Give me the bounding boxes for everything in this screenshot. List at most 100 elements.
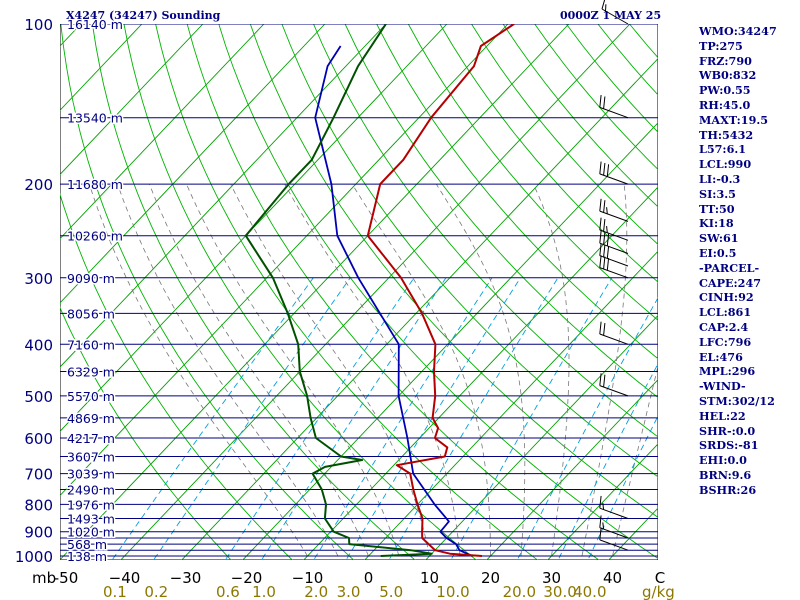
height-label: 8056 m [67,306,115,321]
moist-adiabat-line [612,364,658,557]
dry-adiabat-line [376,24,658,360]
height-label: 5570 m [67,389,115,404]
dry-adiabat-line [60,192,293,560]
dry-adiabat-line [60,24,355,560]
isotherm-line [120,24,631,560]
stability-index-item: TT:50 [699,201,735,216]
mixing-ratio-label: 2.0 [304,583,328,600]
height-label: 138 m [67,549,107,564]
height-label: 7160 m [67,337,115,352]
stability-index-item: SI:3.5 [699,186,736,201]
parcel-trace-line [314,45,473,557]
mixing-ratio-label: 1.0 [252,583,276,600]
stability-index-item: CAP:2.4 [699,319,749,334]
temperature-tick-label: C [655,569,665,587]
height-label: 568 m [67,537,107,552]
sounding-profiles [244,24,515,557]
pressure-tick-label: 300 [24,270,53,288]
stability-index-item: LCL:990 [699,157,752,172]
isotherm-line [486,379,658,560]
isotherm-line [60,24,265,240]
temperature-tick-label: −10 [292,569,324,587]
dry-adiabat-line [313,24,658,438]
stability-index-item: TP:275 [699,38,743,53]
pressure-tick-label: 700 [24,466,53,484]
wind-barb [599,255,629,279]
temperature-tick-label: 20 [481,569,500,587]
temperature-tick-label: -50 [54,569,79,587]
height-label: 4869 m [67,411,115,426]
chart-datetime: 0000Z 1 MAY 25 [560,9,662,22]
mixing-ratio-unit-label: g/kg [642,583,675,600]
stability-index-item: MPL:296 [699,364,756,379]
wind-barb [599,321,629,345]
stability-index-item: HEL:22 [699,408,746,423]
isotherm-line [303,186,658,560]
dry-adiabat-line [281,24,658,478]
pressure-tick-label: 900 [24,524,53,542]
dry-adiabat-line [344,24,658,399]
mixing-ratio-label: 5.0 [379,583,403,600]
height-label: 3039 m [67,467,115,482]
stability-index-item: CAPE:247 [699,275,762,290]
mixing-ratio-line [557,362,658,560]
temperature-line [366,24,515,557]
mixing-ratio-label: 0.2 [144,583,168,600]
stability-index-item: WMO:34247 [699,24,777,38]
wind-barb [601,0,629,25]
dry-adiabat-line [471,24,658,245]
mixing-ratio-label: 10.0 [436,583,469,600]
height-label: 10260 m [67,229,123,244]
isotherm-line [425,314,658,560]
dry-adiabat-line [439,24,658,283]
mixing-ratio-label: 30.0 [543,583,576,600]
height-label: 1976 m [67,497,115,512]
grid-lines [60,24,800,567]
stability-index-item: SW:61 [699,231,739,246]
wind-barb [599,495,629,519]
pressure-tick-label: 600 [24,430,53,448]
stability-index-item: BRN:9.6 [699,467,752,482]
moist-adiabat-line [533,183,570,557]
height-label: 1493 m [67,512,115,527]
dry-adiabat-line [186,24,600,560]
stability-index-item: LFC:796 [699,334,752,349]
stability-index-item: FRZ:790 [699,53,752,68]
chart-title: X4247 (34247) Sounding [66,9,221,22]
wind-barb [599,230,629,254]
mixing-ratio-line [111,277,314,560]
wind-barb [599,515,629,539]
stability-index-item: RH:45.0 [699,97,751,112]
plot-frame [60,24,658,560]
stability-index-item: SHR-:0.0 [699,423,756,438]
wind-barb [599,373,629,397]
stability-index-item: LI:-0.3 [699,171,741,186]
wind-barb [599,217,629,241]
isotherm-line [60,24,204,176]
stability-index-item: BSHR:26 [699,482,757,497]
stability-index-item: MAXT:19.5 [699,112,769,127]
stability-index-item: CINH:92 [699,290,754,305]
stability-index-item: -PARCEL- [699,260,760,275]
pressure-tick-label: 800 [24,496,53,514]
isotherm-line [60,24,387,368]
moist-adiabat-line [149,183,369,557]
stability-index-item: PW:0.55 [699,83,751,98]
dry-adiabat-line [788,24,800,567]
stability-index-item: TH:5432 [699,127,754,142]
dry-adiabat-line [249,24,658,518]
stability-index-item: LCL:861 [699,305,752,320]
height-label: 4217 m [67,431,115,446]
height-label: 2490 m [67,483,115,498]
wind-barbs [599,0,629,551]
mixing-ratio-line [388,277,559,560]
height-label: 13540 m [67,111,123,126]
height-label: 3607 m [67,450,115,465]
dry-adiabat-line [407,24,658,321]
height-label: 11680 m [67,177,123,192]
pressure-tick-label: 400 [24,336,53,354]
mixing-ratio-label: 0.6 [216,583,240,600]
stability-index-item: EHI:0.0 [699,453,747,468]
wind-barb [599,243,629,267]
